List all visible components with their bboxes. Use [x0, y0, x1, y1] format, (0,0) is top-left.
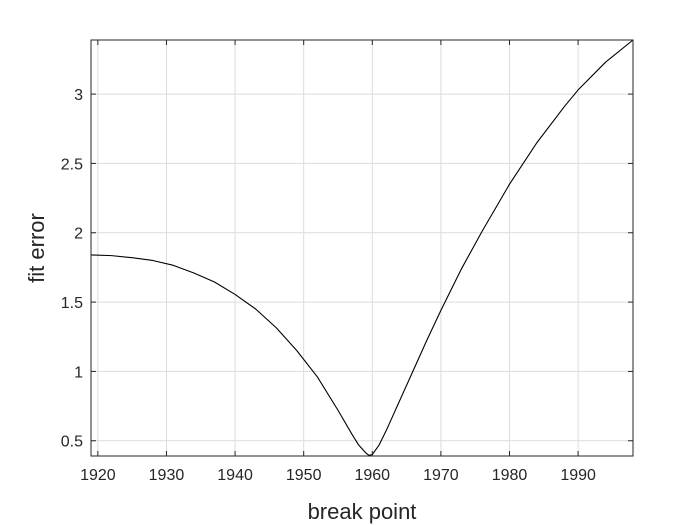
y-tick-label: 1.5: [61, 295, 83, 312]
x-tick-label: 1950: [286, 467, 322, 484]
series-line: [90, 39, 634, 456]
x-tick-label: 1990: [560, 467, 596, 484]
x-tick-label: 1940: [217, 467, 253, 484]
y-tick-label: 1: [74, 364, 83, 381]
ticks: 1920 1930 1940 1950 1960 1970 1980 1990 0.5 1 1.5 2…: [61, 40, 633, 484]
x-tick-label: 1980: [492, 467, 528, 484]
x-tick-label: 1970: [423, 467, 459, 484]
y-tick-label: 3: [74, 87, 83, 104]
x-tick-label: 1930: [149, 467, 185, 484]
x-tick-label: 1960: [354, 467, 390, 484]
grid: [91, 40, 633, 456]
y-tick-label: 2.5: [61, 156, 83, 173]
plot-area-frame: [90, 39, 634, 457]
x-axis-label: break point: [308, 499, 417, 524]
y-tick-label: 2: [74, 226, 83, 243]
y-axis-label: fit error: [24, 213, 49, 283]
x-tick-label: 1920: [80, 467, 116, 484]
series-layer: [90, 39, 634, 456]
y-tick-label: 0.5: [61, 434, 83, 451]
